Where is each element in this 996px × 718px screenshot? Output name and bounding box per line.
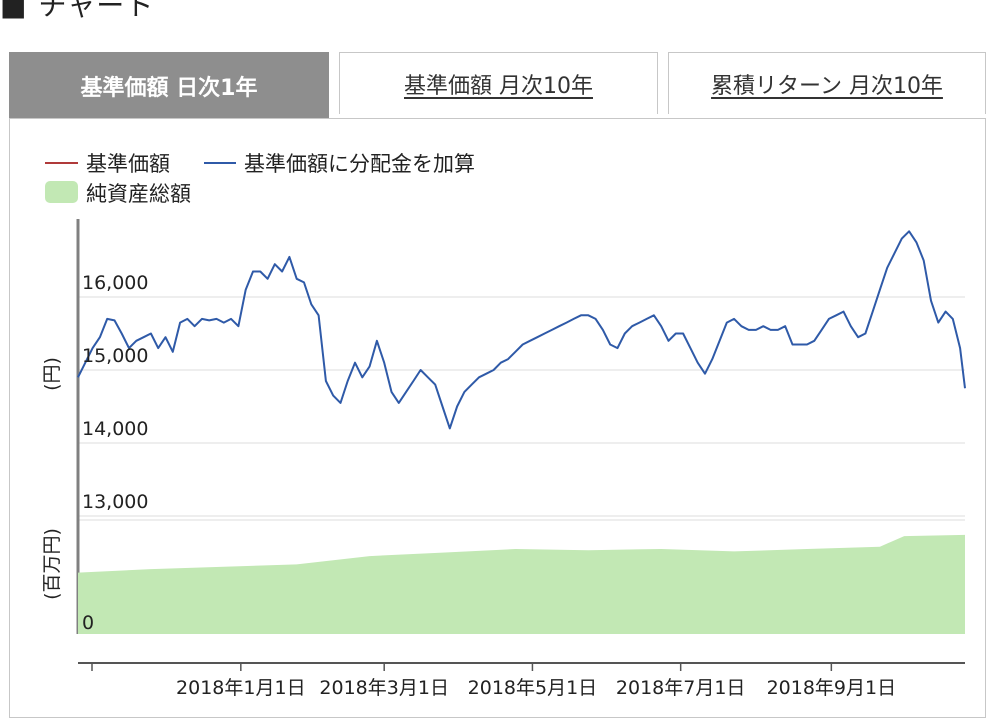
section-heading: ■ チャート bbox=[0, 0, 154, 26]
y-tick-label: 14,000 bbox=[82, 418, 148, 440]
section-title: チャート bbox=[38, 0, 155, 22]
y-axis-tick-labels: 13,000 14,000 15,000 16,000 bbox=[82, 272, 148, 513]
y2-axis-unit-million-yen: (百万円) bbox=[41, 528, 63, 600]
y-tick-label: 13,000 bbox=[82, 491, 148, 513]
y-axis-unit-yen: (円) bbox=[41, 357, 63, 391]
net-assets-area-shape bbox=[78, 534, 965, 634]
x-axis: 2018年1月1日 2018年3月1日 2018年5月1日 2018年7月1日 2018… bbox=[78, 662, 965, 699]
x-tick-label: 2018年9月1日 bbox=[767, 677, 897, 699]
nav-dividend-line-group bbox=[77, 230, 966, 430]
x-tick-label: 2018年7月1日 bbox=[616, 677, 746, 699]
nav-chart: 基準価額 基準価額に分配金を加算 純資産総額 13,000 14,000 15,00… bbox=[41, 152, 966, 699]
x-tick-label: 2018年1月1日 bbox=[176, 677, 306, 699]
x-tick-label: 2018年3月1日 bbox=[319, 677, 449, 699]
nav-dividend-series-line bbox=[77, 230, 966, 430]
legend-net-assets-label: 純資産総額 bbox=[86, 182, 191, 206]
x-tick-label: 2018年5月1日 bbox=[468, 677, 598, 699]
y-tick-label: 16,000 bbox=[82, 272, 148, 294]
chart-gridlines bbox=[76, 219, 965, 634]
chart-panel: 基準価額 基準価額に分配金を加算 純資産総額 13,000 14,000 15,00… bbox=[9, 118, 986, 718]
y2-axis-zero-label: 0 bbox=[82, 612, 94, 634]
tab-nav-daily-1y[interactable]: 基準価額 日次1年 bbox=[9, 52, 329, 118]
tab-nav-monthly-10y[interactable]: 基準価額 月次10年 bbox=[339, 52, 658, 114]
legend-nav-label: 基準価額 bbox=[86, 152, 170, 176]
legend-net-assets-swatch bbox=[45, 181, 78, 203]
tab-cumulative-return-monthly-10y[interactable]: 累積リターン 月次10年 bbox=[668, 52, 986, 114]
legend-nav-dividend-label: 基準価額に分配金を加算 bbox=[244, 152, 475, 176]
section-marker-icon: ■ bbox=[0, 0, 27, 22]
net-assets-area bbox=[78, 534, 965, 634]
chart-legend: 基準価額 基準価額に分配金を加算 純資産総額 bbox=[45, 152, 475, 206]
chart-tabs: 基準価額 日次1年 基準価額 月次10年 累積リターン 月次10年 bbox=[9, 52, 986, 118]
y-tick-label: 15,000 bbox=[82, 345, 148, 367]
